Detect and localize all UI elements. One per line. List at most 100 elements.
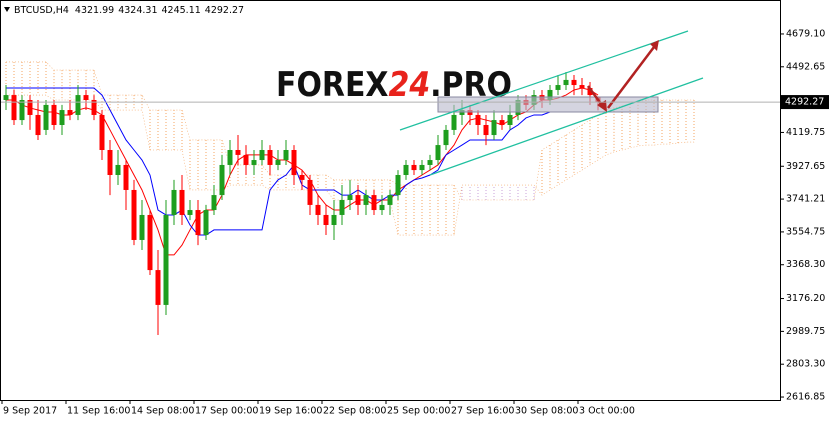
candle-body — [483, 125, 489, 136]
channel-upper — [399, 30, 689, 131]
header-high: 4324.31 — [118, 5, 157, 16]
x-tick-label: 19 Sep 16:00 — [259, 406, 322, 417]
arrow-head — [597, 100, 607, 112]
candle-body — [379, 204, 385, 211]
y-tick-label: 3554.75 — [786, 226, 825, 237]
candle-body — [371, 195, 377, 211]
price-label: 4292.27 — [785, 97, 824, 108]
candle-body — [339, 200, 345, 215]
y-tick-label: 4679.10 — [786, 28, 825, 39]
candle-body — [139, 214, 145, 240]
price-label-box — [781, 95, 829, 110]
y-tick-label: 3176.20 — [786, 293, 825, 304]
x-tick-label: 14 Sep 08:00 — [131, 406, 194, 417]
cloud-edge — [6, 61, 694, 201]
x-tick-label: 11 Sep 16:00 — [67, 406, 130, 417]
header-open: 4321.99 — [75, 5, 114, 16]
candle-body — [363, 195, 369, 205]
candle-body — [307, 179, 313, 205]
candle-body — [251, 160, 257, 165]
header-low: 4245.11 — [162, 5, 201, 16]
arrow-head — [650, 40, 659, 51]
candle-body — [211, 195, 217, 211]
candle-body — [323, 214, 329, 225]
symbol: BTCUSD,H4 — [14, 5, 69, 16]
candle-body — [563, 79, 569, 86]
candle-body — [75, 95, 81, 115]
x-tick-label: 25 Sep 00:00 — [387, 406, 450, 417]
candle-body — [163, 214, 169, 305]
x-tick-label: 27 Sep 16:00 — [451, 406, 514, 417]
candle-body — [115, 164, 121, 175]
header-icon — [4, 7, 10, 12]
channel-lower — [429, 77, 704, 176]
x-tick-label: 3 Oct 00:00 — [579, 406, 635, 417]
candle-body — [571, 79, 577, 86]
candle-body — [347, 195, 353, 200]
candle-body — [259, 150, 265, 161]
candle-body — [67, 110, 73, 115]
y-tick-label: 3368.30 — [786, 259, 825, 270]
candle-body — [299, 175, 305, 180]
candle-body — [243, 154, 249, 165]
candle-body — [579, 85, 585, 89]
candle-body — [267, 150, 273, 165]
candle-body — [355, 195, 361, 205]
y-tick-label: 2803.30 — [786, 359, 825, 370]
candle-body — [43, 104, 49, 130]
candle-body — [475, 114, 481, 125]
candle-body — [219, 164, 225, 196]
candle-body — [555, 85, 561, 90]
candle-body — [3, 95, 9, 100]
candle-body — [59, 110, 65, 125]
candle-body — [179, 189, 185, 215]
x-tick-label: 17 Sep 00:00 — [195, 406, 258, 417]
candle-body — [499, 120, 505, 125]
candle-body — [51, 104, 57, 125]
candle-body — [155, 270, 161, 305]
y-tick-label: 3927.65 — [786, 161, 825, 172]
candle-body — [19, 100, 25, 121]
candle-body — [411, 164, 417, 171]
candle-body — [187, 210, 193, 215]
candle-body — [419, 164, 425, 171]
candle-body — [387, 195, 393, 205]
candle-body — [443, 129, 449, 146]
candle-body — [227, 150, 233, 165]
candle-body — [331, 214, 337, 225]
candle-body — [427, 160, 433, 165]
candle-body — [147, 214, 153, 271]
candle-body — [395, 175, 401, 196]
watermark-part: 24 — [388, 65, 430, 105]
indicator-line — [6, 87, 599, 256]
candle-body — [171, 189, 177, 215]
candle-body — [123, 164, 129, 190]
candle-body — [35, 114, 41, 136]
x-tick-label: 30 Sep 08:00 — [515, 406, 578, 417]
candle-body — [107, 150, 113, 175]
arrow-up — [607, 46, 655, 109]
candle-body — [203, 210, 209, 236]
candle-body — [547, 89, 553, 100]
y-tick-label: 2616.85 — [786, 392, 825, 403]
axes: 4679.10 4492.65 4119.75 3927.65 3741.21 3554.… — [0, 28, 829, 417]
x-tick-label: 22 Sep 08:00 — [323, 406, 386, 417]
candle-body — [27, 100, 33, 115]
candle-body — [587, 88, 593, 96]
candle-body — [195, 210, 201, 236]
candle-body — [11, 95, 17, 121]
candle-body — [235, 150, 241, 155]
candle-body — [435, 145, 441, 161]
candle-body — [283, 150, 289, 161]
y-tick-label: 4119.75 — [786, 127, 825, 138]
candle-body — [91, 100, 97, 115]
candle-body — [83, 95, 89, 100]
y-tick-label: 2989.75 — [786, 326, 825, 337]
watermark-part: FOREX — [276, 65, 388, 105]
candle-body — [131, 189, 137, 240]
candle-body — [99, 114, 105, 150]
candle-body — [291, 150, 297, 175]
y-tick-label: 3741.21 — [786, 194, 825, 205]
